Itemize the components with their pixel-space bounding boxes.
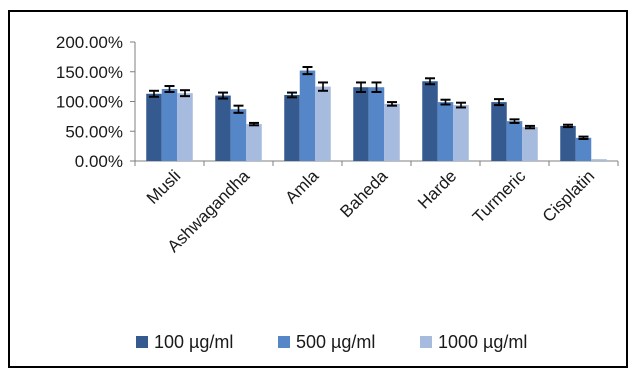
bar-ashwagandha-1000-g-ml xyxy=(246,124,262,161)
legend-label-1000-g-ml: 1000 µg/ml xyxy=(438,332,527,352)
bar-baheda-100-g-ml xyxy=(353,87,369,161)
bar-turmeric-100-g-ml xyxy=(491,102,507,161)
x-category-label-baheda: Baheda xyxy=(336,166,391,221)
bar-ashwagandha-500-g-ml xyxy=(230,109,247,161)
y-tick-label: 100.00% xyxy=(56,93,123,112)
legend-swatch-500-g-ml xyxy=(278,336,290,348)
bar-cisplatin-1000-g-ml xyxy=(591,159,607,161)
bar-cisplatin-100-g-ml xyxy=(560,125,576,161)
bar-amla-500-g-ml xyxy=(299,70,316,161)
bar-ashwagandha-100-g-ml xyxy=(215,95,231,161)
y-tick-label: 150.00% xyxy=(56,63,123,82)
bar-baheda-500-g-ml xyxy=(368,87,385,161)
y-tick-label: 50.00% xyxy=(65,122,123,141)
x-category-label-harde: Harde xyxy=(414,166,460,212)
bar-turmeric-500-g-ml xyxy=(506,121,523,161)
bar-musli-500-g-ml xyxy=(161,89,178,161)
x-category-label-cisplatin: Cisplatin xyxy=(539,166,599,226)
legend-swatch-100-g-ml xyxy=(136,336,148,348)
y-tick-label: 200.00% xyxy=(56,33,123,52)
x-category-label-amla: Amla xyxy=(282,166,323,207)
legend-swatch-1000-g-ml xyxy=(420,336,432,348)
chart-frame xyxy=(8,10,628,368)
bar-baheda-1000-g-ml xyxy=(384,103,400,161)
bar-amla-100-g-ml xyxy=(284,94,300,161)
legend-label-500-g-ml: 500 µg/ml xyxy=(296,332,375,352)
x-category-label-turmeric: Turmeric xyxy=(469,166,530,227)
bar-cisplatin-500-g-ml xyxy=(575,137,592,161)
bar-harde-100-g-ml xyxy=(422,81,438,161)
legend-label-100-g-ml: 100 µg/ml xyxy=(154,332,233,352)
bar-musli-1000-g-ml xyxy=(177,93,193,161)
bar-amla-1000-g-ml xyxy=(315,86,331,161)
y-tick-label: 0.00% xyxy=(75,152,123,171)
bar-musli-100-g-ml xyxy=(146,93,162,161)
x-category-label-musli: Musli xyxy=(143,166,184,207)
bar-harde-1000-g-ml xyxy=(453,105,469,161)
bar-turmeric-1000-g-ml xyxy=(522,127,538,161)
bar-harde-500-g-ml xyxy=(437,102,454,161)
